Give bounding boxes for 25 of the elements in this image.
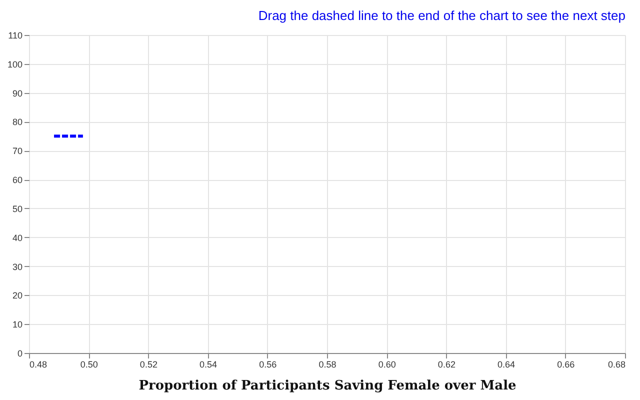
x-tick-label: 0.68 [608,360,626,370]
y-tick-label: 70 [12,146,22,156]
x-tick-label: 0.60 [378,360,396,370]
y-tick-label: 100 [7,59,22,70]
y-tick-label: 20 [12,290,22,301]
x-tick-label: 0.48 [30,360,48,370]
y-tick-label: 80 [12,117,22,128]
x-tick-label: 0.56 [259,360,277,370]
x-tick-label: 0.50 [80,360,98,370]
x-tick-label: 0.66 [557,360,575,370]
y-tick-label: 50 [12,204,22,214]
x-tick-label: 0.62 [438,360,456,370]
y-tick-label: 10 [12,320,22,330]
chart-title: Drag the dashed line to the end of the chart to see the next step [258,8,626,23]
y-tick-label: 30 [12,262,22,272]
x-tick-label: 0.52 [140,360,158,370]
x-tick-label: 0.64 [498,360,516,370]
x-tick-label: 0.54 [200,360,218,370]
y-tick-label: 90 [12,88,22,98]
y-tick-label: 40 [12,232,22,243]
y-tick-label: 110 [8,30,22,40]
y-tick-label: 0 [17,348,22,358]
x-tick-label: 0.58 [318,360,336,370]
y-tick-label: 60 [12,175,22,186]
x-axis-title: Proportion of Participants Saving Female over Male [138,378,516,394]
